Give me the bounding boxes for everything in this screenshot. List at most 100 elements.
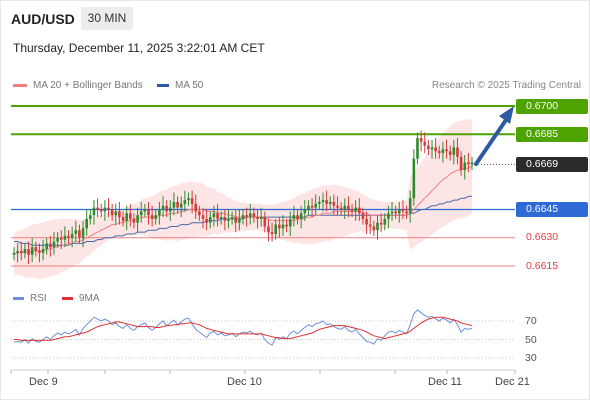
level-tag-0.6630: 0.6630 — [526, 231, 559, 244]
target-arrow-shaft — [474, 118, 508, 166]
candle — [350, 203, 354, 218]
candle-body — [136, 215, 139, 223]
candle — [110, 203, 114, 221]
candle-body — [194, 203, 198, 212]
candle-body — [92, 207, 96, 216]
candle — [339, 202, 343, 216]
candle-body — [321, 200, 325, 202]
x-label-dec10: Dec 10 — [227, 376, 262, 388]
candle-body — [56, 237, 59, 242]
candle-body — [27, 249, 30, 255]
candle — [383, 213, 387, 231]
candle-body — [350, 209, 354, 212]
candle — [99, 203, 103, 218]
level-tag-0.6669: 0.6669 — [516, 156, 588, 172]
candle — [445, 139, 448, 159]
candle-body — [212, 213, 216, 218]
candle — [78, 224, 81, 244]
candle-body — [103, 207, 107, 212]
candle-body — [278, 224, 281, 229]
candle — [336, 196, 339, 216]
candle-body — [172, 202, 176, 208]
candle-body — [263, 217, 267, 227]
candle — [259, 207, 263, 227]
candle-body — [303, 209, 307, 214]
candle-body — [456, 147, 459, 157]
candle-body — [347, 205, 350, 210]
candle-body — [285, 224, 288, 227]
candle-body — [70, 234, 74, 238]
candle — [139, 202, 143, 223]
candle-body — [325, 200, 328, 204]
instrument-title: AUD/USD — [11, 11, 75, 27]
candle-body — [219, 217, 223, 219]
candle — [274, 218, 278, 240]
candle-body — [147, 209, 150, 216]
candle-body — [245, 215, 248, 218]
candle — [219, 211, 223, 225]
candle — [52, 232, 56, 255]
candle-body — [383, 218, 387, 225]
ma20-swatch — [13, 83, 27, 87]
candle-body — [379, 222, 383, 225]
candle — [318, 196, 321, 210]
candle — [365, 211, 368, 234]
ma50-swatch — [157, 83, 169, 87]
candle-body — [99, 209, 103, 212]
candle-body — [230, 217, 234, 219]
timeframe-badge[interactable]: 30 MIN — [81, 7, 133, 30]
candle-body — [161, 205, 165, 210]
candle — [368, 215, 372, 234]
rsi-ma-swatch — [62, 296, 73, 300]
candle-body — [45, 243, 49, 250]
candle-body — [430, 147, 434, 150]
candle-body — [19, 250, 23, 253]
rsi-swatch — [13, 296, 24, 300]
candle-body — [354, 207, 357, 212]
candle-body — [49, 243, 52, 248]
candle-body — [416, 138, 419, 159]
candle — [292, 205, 296, 227]
candle — [285, 218, 288, 233]
candle — [307, 200, 310, 216]
candle — [121, 211, 125, 227]
candle-body — [405, 211, 408, 214]
candle-body — [332, 202, 336, 206]
candle — [437, 145, 441, 159]
candle-body — [176, 202, 179, 208]
candle-body — [34, 247, 38, 251]
candle-body — [365, 218, 368, 225]
candle — [252, 207, 256, 223]
candle-body — [16, 250, 19, 253]
candle — [376, 215, 379, 240]
candle-body — [125, 213, 128, 221]
candle-body — [372, 226, 376, 231]
candle — [288, 211, 292, 236]
ma20-legend-label: MA 20 + Bollinger Bands — [33, 80, 143, 91]
candle-body — [288, 218, 292, 227]
candle-body — [339, 207, 343, 210]
candle-body — [419, 138, 423, 142]
candle — [56, 232, 59, 248]
level-tag-0.6615: 0.6615 — [526, 259, 559, 272]
candle-body — [139, 211, 143, 216]
candle-body — [445, 149, 448, 152]
candle — [187, 192, 190, 206]
candle-body — [274, 224, 278, 234]
candle — [70, 226, 74, 248]
candle-body — [448, 151, 452, 155]
candle — [41, 239, 45, 261]
candle — [59, 230, 63, 250]
candle — [241, 209, 245, 225]
x-label-dec11: Dec 11 — [428, 376, 463, 388]
legend-ma20: MA 20 + Bollinger Bands — [13, 80, 143, 91]
candle — [427, 139, 430, 155]
rsi-ma-legend: 9MA — [62, 293, 100, 304]
bollinger-bands — [14, 118, 472, 279]
legend-ma50: MA 50 — [157, 80, 203, 91]
candle-body — [52, 241, 56, 248]
level-lines — [11, 105, 515, 267]
rsi-legend: RSI — [13, 293, 47, 304]
candle-body — [38, 250, 41, 253]
timestamp: Thursday, December 11, 2025 3:22:01 AM C… — [13, 41, 265, 55]
